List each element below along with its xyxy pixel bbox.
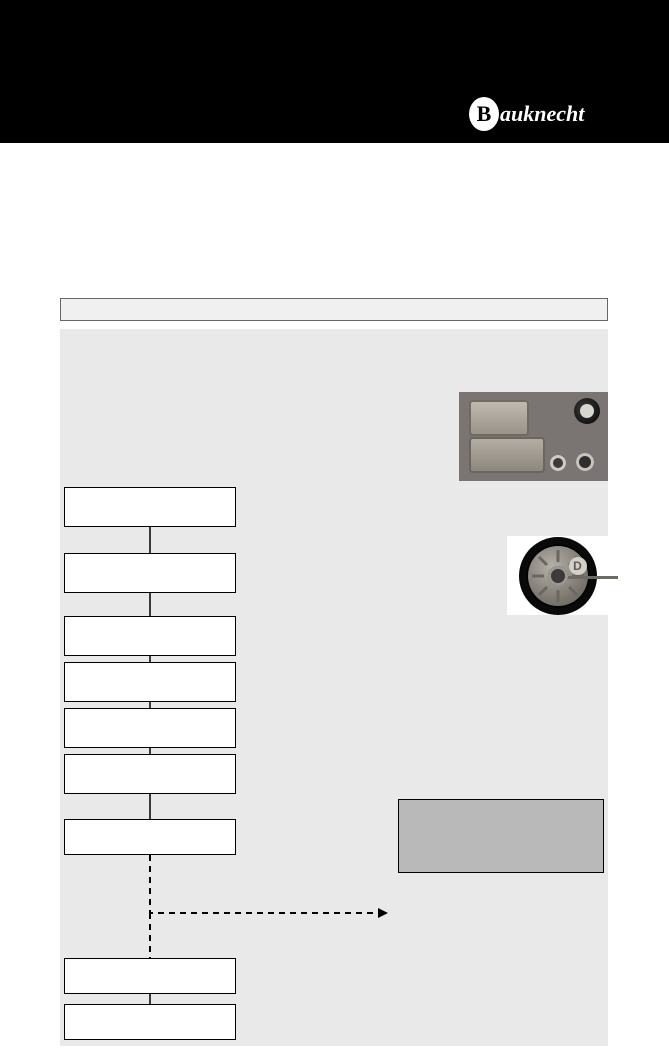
photo-assembly-rect-top [469, 400, 529, 436]
dial-center [548, 566, 568, 586]
flow-box-b1 [64, 487, 236, 527]
flow-box-b3 [64, 616, 236, 656]
photo-assembly-big-hole-inner [580, 404, 594, 418]
header-bar: B auknecht [0, 0, 669, 143]
logo-wordmark: auknecht [500, 101, 585, 126]
dial-outer-ring: D [519, 537, 597, 615]
flow-box-b4 [64, 662, 236, 702]
flow-box-b9 [64, 1004, 236, 1040]
logo-letter: B [477, 101, 492, 126]
photo-assembly-small-hole-1 [550, 455, 566, 471]
title-bar [60, 298, 608, 321]
dial-face [528, 546, 588, 606]
brand-logo: B auknecht [469, 96, 613, 132]
flow-box-b6 [64, 754, 236, 794]
flow-box-b5 [64, 708, 236, 748]
photo-dial: D [507, 536, 608, 615]
photo-assembly [459, 392, 608, 481]
dial-label-badge: D [569, 557, 587, 575]
dial-label-text: D [573, 559, 582, 573]
photo-assembly-small-hole-2 [576, 453, 594, 471]
photo-assembly-rect-bottom [469, 437, 545, 473]
side-info-box [398, 799, 604, 873]
flow-box-b8 [64, 958, 236, 994]
flow-box-b7 [64, 819, 236, 855]
flow-box-b2 [64, 553, 236, 593]
